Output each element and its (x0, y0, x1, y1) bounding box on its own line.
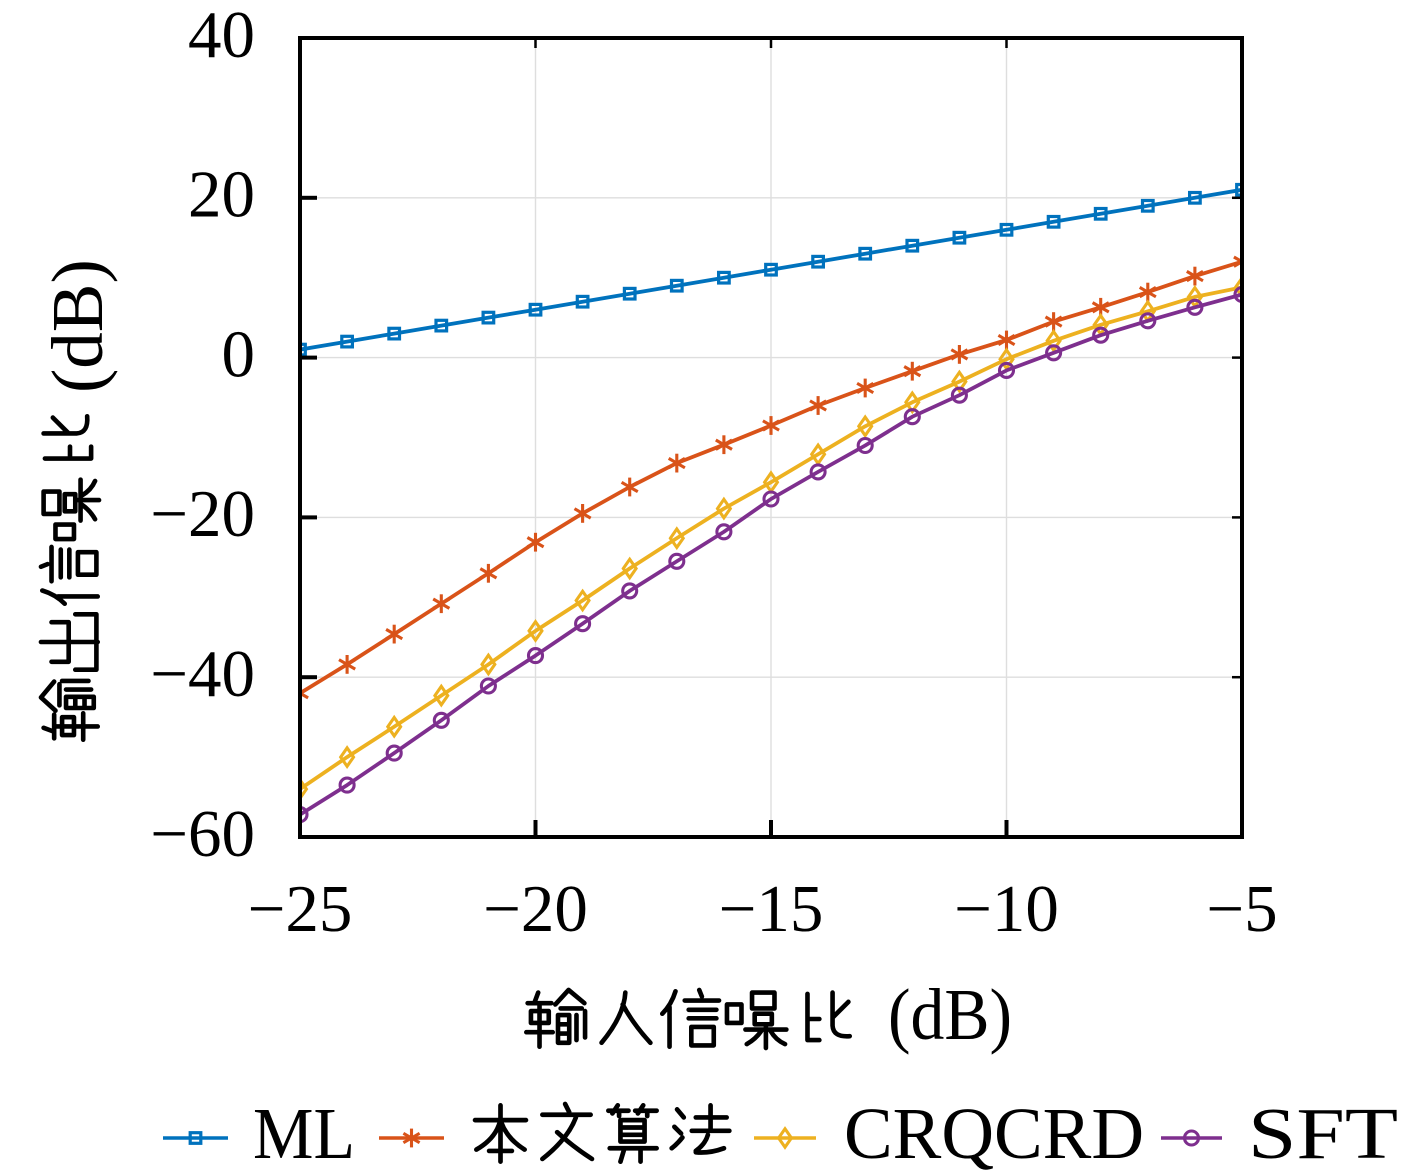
svg-text:40: 40 (188, 0, 255, 72)
svg-text:ML: ML (253, 1093, 355, 1174)
svg-text:−20: −20 (150, 477, 255, 551)
svg-text:−20: −20 (483, 872, 588, 946)
svg-text:20: 20 (188, 158, 255, 232)
svg-text:0: 0 (222, 317, 256, 391)
svg-text:−15: −15 (719, 872, 824, 946)
svg-text:−10: −10 (954, 872, 1059, 946)
svg-text:CRQCRD: CRQCRD (844, 1093, 1144, 1174)
svg-text:−40: −40 (150, 637, 255, 711)
svg-text:(dB): (dB) (37, 259, 118, 393)
svg-text:−5: −5 (1206, 872, 1277, 946)
svg-text:SFT: SFT (1248, 1093, 1398, 1174)
svg-text:−25: −25 (248, 872, 353, 946)
svg-text:(dB): (dB) (888, 974, 1012, 1055)
svg-text:−60: −60 (150, 797, 255, 871)
